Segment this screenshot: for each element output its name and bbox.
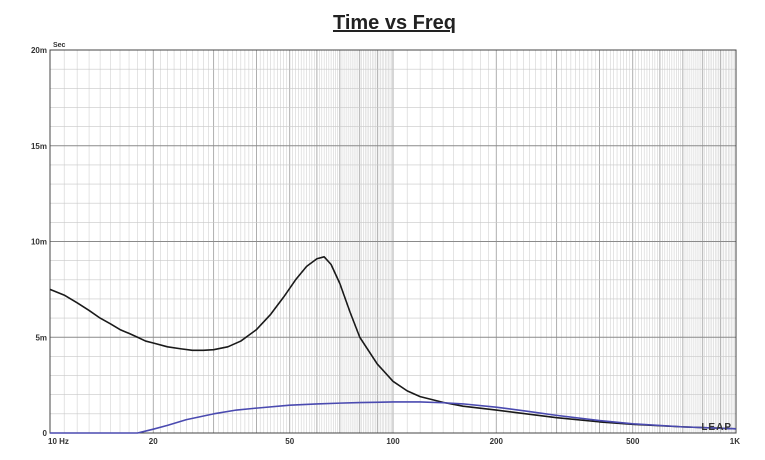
y-tick-label: 20m: [31, 46, 47, 55]
x-axis: 10 Hz 20 50 100 200 500 1K: [48, 437, 740, 446]
plot-frame: [49, 49, 737, 434]
grid: [50, 50, 736, 433]
x-tick-label: 500: [626, 437, 640, 446]
y-tick-label: 10m: [31, 238, 47, 247]
x-tick-label: 1K: [730, 437, 740, 446]
y-tick-label: 5m: [35, 333, 47, 342]
x-tick-label: 20: [149, 437, 158, 446]
series-line-2: [50, 401, 737, 434]
x-tick-label: 200: [490, 437, 504, 446]
y-tick-label: 0: [43, 429, 48, 438]
y-axis: 0 5m 10m 15m 20m: [31, 46, 48, 438]
x-tick-label: 10 Hz: [48, 437, 69, 446]
y-axis-unit: Sec: [53, 42, 66, 49]
x-tick-label: 100: [386, 437, 400, 446]
x-tick-label: 50: [285, 437, 294, 446]
leap-logo: LEAP: [701, 422, 732, 433]
y-tick-label: 15m: [31, 142, 47, 151]
chart-title: Time vs Freq: [332, 12, 457, 34]
series-layer: [49, 256, 737, 434]
